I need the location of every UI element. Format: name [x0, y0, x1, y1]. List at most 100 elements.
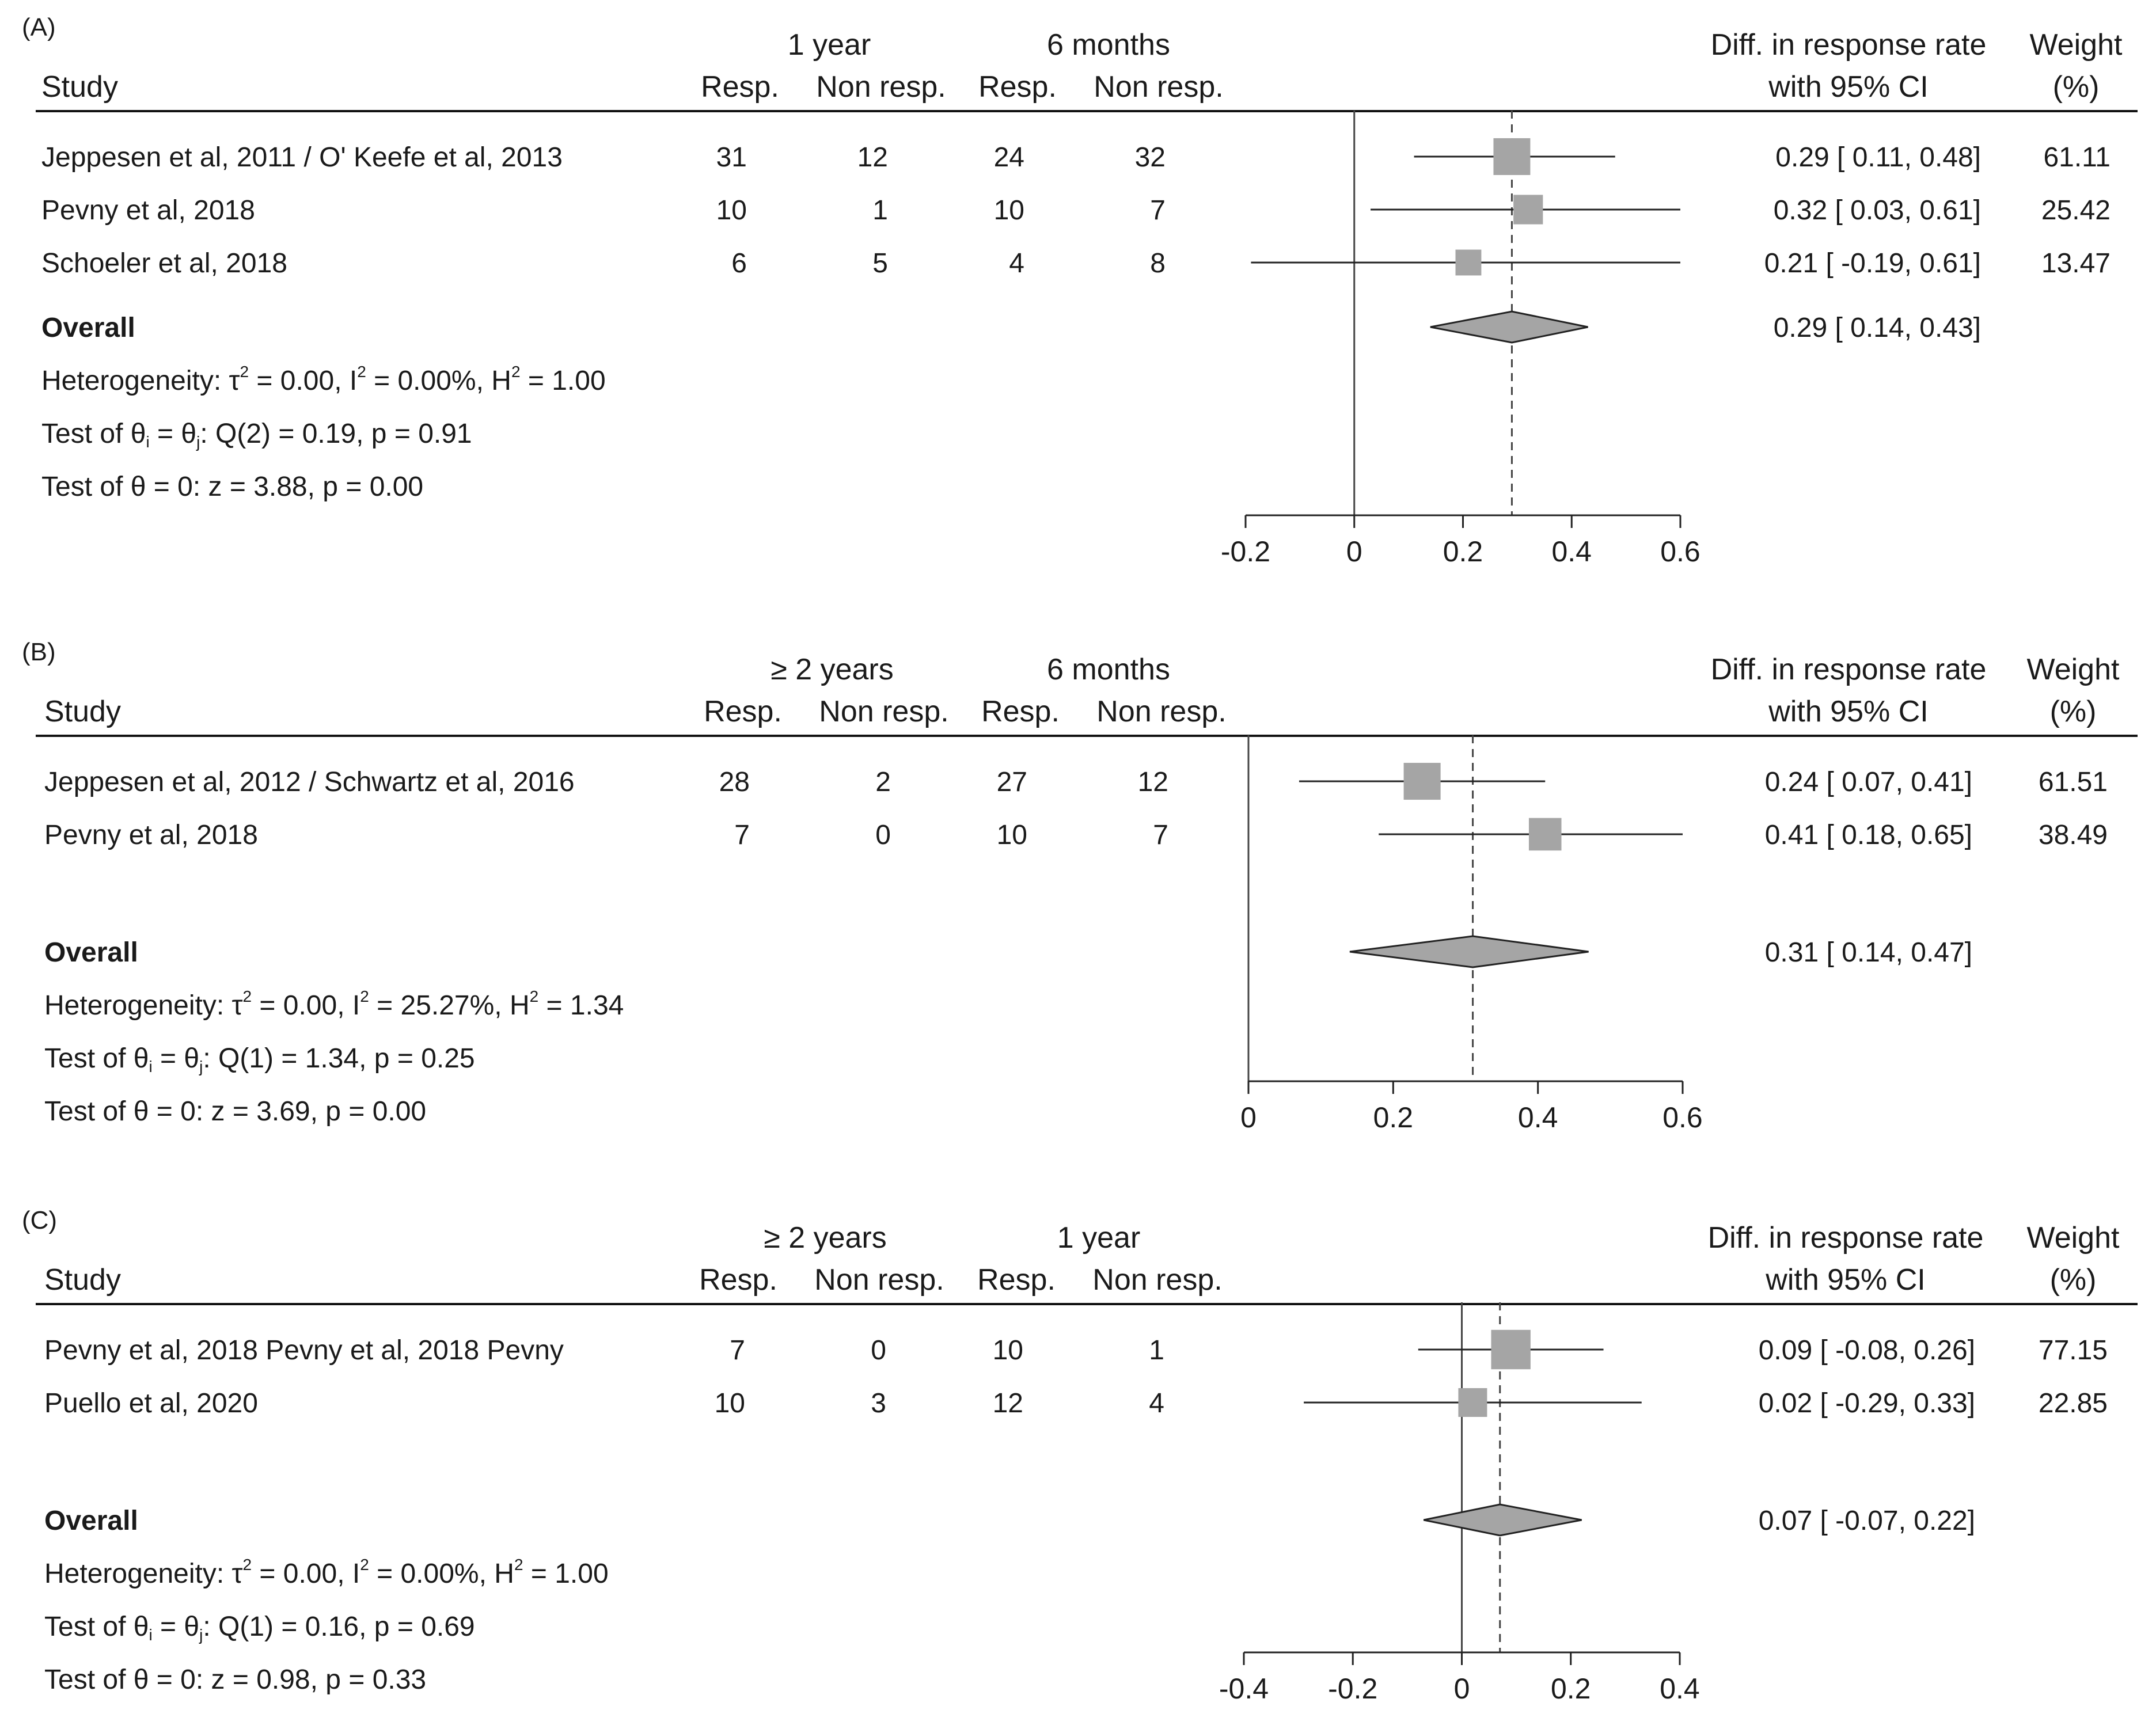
z-test-text: Test of θ = 0: z = 3.69, p = 0.00	[44, 1096, 426, 1127]
study-column-header: Study	[44, 1263, 121, 1297]
subscript-i: i	[149, 1058, 152, 1075]
heterogeneity-text: Heterogeneity: τ2 = 0.00, I2 = 0.00%, H2…	[44, 1556, 609, 1589]
study-name: Jeppesen et al, 2012 / Schwartz et al, 2…	[44, 767, 575, 797]
equals-theta: = θ	[150, 419, 196, 449]
group2-resp-value: 24	[994, 142, 1024, 173]
q-open: : Q(	[203, 1612, 249, 1642]
study-estimate-square	[1455, 249, 1482, 276]
group2-nonresp-value: 32	[1135, 142, 1166, 173]
x-tick-label: 0.2	[1551, 1673, 1591, 1705]
study-effect-ci-text: 0.21 [ -0.19, 0.61]	[1764, 248, 1981, 279]
forest-panel-b: (B) ≥ 2 years 6 months Study Resp. Non resp. R…	[22, 638, 2138, 1134]
study-weight: 22.85	[2039, 1388, 2108, 1419]
group1-resp-value: 28	[719, 767, 750, 797]
h2-prefix: , H	[479, 1559, 514, 1589]
p-prefix: , p =	[359, 1612, 421, 1642]
equals: =	[252, 990, 283, 1021]
group1-nonresp-header: Non resp.	[814, 1263, 944, 1297]
h2-value: 1.00	[555, 1559, 608, 1589]
group1-resp-value: 10	[716, 195, 747, 226]
x-tick-label: 0.6	[1660, 535, 1700, 568]
x-tick-label: -0.4	[1219, 1673, 1269, 1705]
panel-label: (A)	[22, 13, 56, 41]
group2-nonresp-value: 1	[1149, 1335, 1164, 1366]
h2-prefix: , H	[494, 990, 529, 1021]
x-tick-label: 0	[1240, 1101, 1257, 1134]
heterogeneity-prefix: Heterogeneity: τ	[44, 990, 243, 1021]
i2-prefix: , I	[337, 990, 360, 1021]
group2-header: 6 months	[1047, 653, 1170, 686]
p-prefix: , p =	[356, 419, 418, 449]
study-weight: 77.15	[2039, 1335, 2108, 1366]
q-df-value: 1	[249, 1043, 264, 1074]
study-weight: 61.51	[2039, 767, 2108, 797]
group1-nonresp-value: 0	[871, 1335, 886, 1366]
study-estimate-square	[1458, 1388, 1487, 1417]
equals: =	[369, 1559, 401, 1589]
h2-value: 1.00	[552, 366, 605, 396]
i2-value: 25.27%	[400, 990, 494, 1021]
study-name: Schoeler et al, 2018	[41, 248, 287, 279]
equals: =	[538, 990, 570, 1021]
q-df-value: 2	[246, 419, 261, 449]
i2-value: 0.00%	[400, 1559, 479, 1589]
equals: =	[252, 1559, 283, 1589]
superscript-2: 2	[514, 1556, 523, 1574]
group2-header: 6 months	[1047, 28, 1170, 62]
q-test-text: Test of θi = θj: Q(1) = 1.34, p = 0.25	[44, 1043, 475, 1075]
x-tick-label: 0.2	[1373, 1101, 1414, 1134]
study-weight: 25.42	[2041, 195, 2111, 226]
z-value: 0.98	[256, 1664, 310, 1695]
group1-nonresp-value: 0	[875, 820, 891, 850]
p-prefix: , p =	[310, 1664, 373, 1695]
q-close: ) =	[264, 1043, 305, 1074]
x-tick-label: -0.2	[1328, 1673, 1377, 1705]
z-value: 3.69	[256, 1096, 310, 1127]
study-effect-ci-text: 0.02 [ -0.29, 0.33]	[1759, 1388, 1975, 1419]
subscript-i: i	[146, 433, 149, 451]
study-estimate-square	[1403, 762, 1441, 800]
group2-nonresp-value: 8	[1150, 248, 1166, 279]
q-close: ) =	[261, 419, 302, 449]
overall-effect-ci-text: 0.29 [ 0.14, 0.43]	[1774, 313, 1981, 343]
z-test-prefix: Test of θ = 0: z =	[44, 1664, 256, 1695]
i2-prefix: , I	[334, 366, 357, 396]
q-close: ) =	[264, 1612, 305, 1642]
study-estimate-square	[1528, 818, 1562, 851]
group2-nonresp-header: Non resp.	[1094, 70, 1223, 104]
group2-resp-value: 12	[993, 1388, 1023, 1419]
z-test-prefix: Test of θ = 0: z =	[41, 472, 253, 502]
subscript-j: j	[196, 433, 200, 451]
q-p-value: 0.25	[421, 1043, 475, 1074]
weight-header-line1: Weight	[2027, 653, 2120, 686]
group1-header: 1 year	[788, 28, 871, 62]
q-test-text: Test of θi = θj: Q(1) = 0.16, p = 0.69	[44, 1612, 475, 1644]
q-df-value: 1	[249, 1612, 264, 1642]
group1-resp-header: Resp.	[699, 1263, 777, 1297]
z-test-prefix: Test of θ = 0: z =	[44, 1096, 256, 1127]
group2-resp-value: 27	[997, 767, 1027, 797]
study-effect-ci-text: 0.09 [ -0.08, 0.26]	[1759, 1335, 1975, 1366]
group1-resp-header: Resp.	[701, 70, 779, 104]
group2-resp-value: 10	[997, 820, 1027, 850]
z-test-text: Test of θ = 0: z = 3.88, p = 0.00	[41, 472, 423, 502]
group1-resp-header: Resp.	[704, 695, 782, 728]
overall-diamond	[1349, 935, 1589, 968]
h2-prefix: , H	[476, 366, 511, 396]
overall-label: Overall	[44, 937, 138, 968]
h2-value: 1.34	[570, 990, 624, 1021]
x-tick-label: -0.2	[1221, 535, 1270, 568]
group2-nonresp-value: 12	[1138, 767, 1168, 797]
q-open: : Q(	[203, 1043, 249, 1074]
p-prefix: , p =	[310, 1096, 373, 1127]
q-test-prefix: Test of θ	[44, 1612, 149, 1642]
z-p-value: 0.00	[370, 472, 423, 502]
group1-resp-value: 10	[715, 1388, 745, 1419]
z-test-text: Test of θ = 0: z = 0.98, p = 0.33	[44, 1664, 426, 1695]
group2-nonresp-value: 4	[1149, 1388, 1164, 1419]
group2-resp-header: Resp.	[981, 695, 1060, 728]
group2-header: 1 year	[1057, 1221, 1141, 1255]
equals: =	[366, 366, 398, 396]
study-name: Pevny et al, 2018	[41, 195, 255, 226]
tau2-value: 0.00	[283, 990, 337, 1021]
